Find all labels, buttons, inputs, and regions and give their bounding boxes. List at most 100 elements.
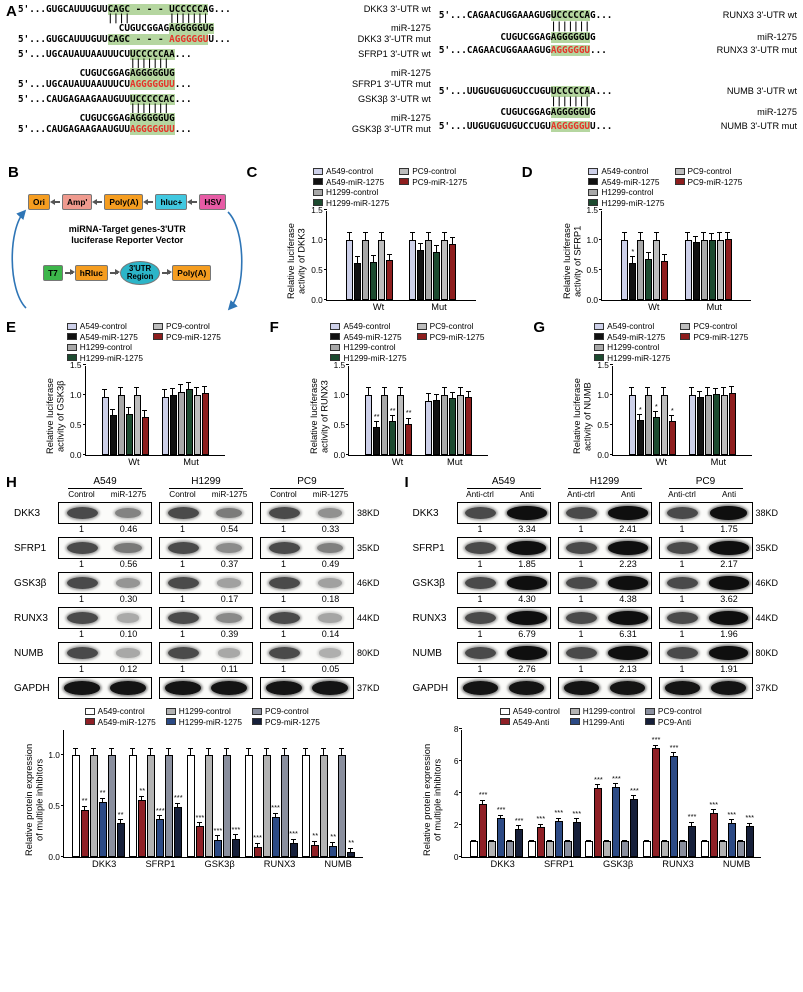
error-bar-cap <box>701 840 707 842</box>
y-tick-label: 0.0 <box>586 295 599 305</box>
bar <box>488 840 497 857</box>
chart-protein-expression-anti: A549-control A549-Anti H1299-control H1299-… <box>405 705 798 869</box>
significance-mark: *** <box>572 808 582 818</box>
legend-swatch <box>66 333 77 341</box>
sequence-text: 5'...UGCAUAUUAAUUUCUUCCCCCAA... <box>18 49 192 60</box>
cell-line-header-pc9: PC9 Control miR-1275 <box>260 476 354 500</box>
quantification-value: 6.31 <box>619 629 637 639</box>
chart-protein-expression-mir1275: A549-control A549-miR-1275 H1299-control H1… <box>6 705 399 869</box>
error-bar-cap <box>223 748 229 750</box>
bar-group-runx3: *** *** *** <box>244 748 298 857</box>
x-axis-labels: DKK3 SFRP1 GSK3β RUNX3 NUMB <box>63 859 381 869</box>
x-tick-label: Wt <box>391 457 404 467</box>
y-tick-mark <box>82 394 86 395</box>
legend-swatch <box>594 343 605 351</box>
legend-label: A549-miR-1275 <box>607 331 666 342</box>
error-bar-cap <box>719 840 725 842</box>
bar <box>712 387 720 455</box>
error-bar-cap <box>214 835 220 837</box>
bar <box>643 840 652 857</box>
y-tick-mark <box>609 454 613 455</box>
bar: *** <box>196 814 204 857</box>
blot-image <box>658 502 753 524</box>
legend-item: A549-miR-1275 <box>84 716 156 728</box>
error-bar-cap <box>281 748 287 750</box>
sequence-segment: ... <box>174 94 192 105</box>
chart-body: Relative protein expression of multiple i… <box>6 730 399 869</box>
bar <box>527 840 536 857</box>
y-tick-label: 0.5 <box>48 800 60 811</box>
error-bar <box>711 233 713 241</box>
quantification-value: 1.75 <box>720 524 738 534</box>
legend-item: A549-control <box>594 321 670 332</box>
error-bar-cap <box>555 817 561 819</box>
sequence-segment: ||||||| <box>550 96 590 107</box>
y-tick-mark <box>60 804 64 806</box>
legend-label: A549-miR-1275 <box>343 331 402 342</box>
legend-label: H1299-Anti <box>582 716 625 727</box>
legend-item: A549-control <box>66 321 143 332</box>
bar-group-numb: *** *** *** <box>700 801 754 857</box>
lane-label: Anti-ctrl <box>466 490 494 499</box>
blot-band <box>507 541 546 555</box>
bar <box>417 243 425 300</box>
legend-label: A549-miR-1275 <box>97 716 156 727</box>
error-bar <box>234 834 236 840</box>
vector-caption: miRNA-Target genes-3'UTR luciferase Repo… <box>28 224 226 247</box>
error-bar-cap <box>166 748 172 750</box>
quantification-row: 1 1.85 1 2.23 1 2.17 <box>413 559 798 570</box>
blot-boxes <box>456 642 753 664</box>
panel-g: G A549-control A549-miR-1275 H1299-control… <box>533 320 797 467</box>
blot-image <box>557 607 652 629</box>
legend-item: PC9-miR-1275 <box>680 332 748 343</box>
blot-band <box>607 611 648 625</box>
blot-row-runx3: RUNX3 44KD <box>14 607 399 629</box>
blot-band <box>708 611 749 625</box>
bar <box>724 232 732 300</box>
error-bar <box>443 387 445 396</box>
y-axis-ticks: 0.0 0.5 1.0 1.5 <box>583 206 601 305</box>
quantification-pair: 1 6.79 <box>457 629 551 640</box>
sequence-segment: CUGUCGGAG <box>79 68 130 79</box>
lane-label: Anti <box>519 490 535 499</box>
y-axis-ticks: 0.0 0.5 1.0 <box>45 730 63 861</box>
significance-mark: *** <box>651 735 661 745</box>
sequence-label: NUMB 3'-UTR mut <box>720 120 797 131</box>
error-bar-cap <box>142 410 148 412</box>
y-tick-mark <box>459 792 463 793</box>
blot-image <box>456 572 551 594</box>
bar: ** <box>116 811 125 857</box>
error-bar <box>172 388 174 396</box>
error-bar <box>375 421 377 429</box>
sequence-label: GSK3β 3'-UTR wt <box>357 94 431 104</box>
vector-box-amp-: Amp' <box>62 194 93 210</box>
x-axis-labels: Wt Mut <box>85 457 243 467</box>
bar <box>262 748 271 857</box>
bar <box>280 748 289 857</box>
blot-band <box>114 542 142 554</box>
error-bar <box>631 387 633 396</box>
error-bar-cap <box>489 840 495 842</box>
quantification-groups: 1 4.30 1 4.38 1 3.62 <box>457 594 753 605</box>
y-axis-label: Relative protein expression of multiple i… <box>24 730 45 869</box>
sequence-text: CUGUCGGAGAGGGGGUG <box>18 113 175 124</box>
legend-item: A549-Anti <box>499 717 560 728</box>
bar <box>653 232 661 300</box>
legend-item: H1299-control <box>330 342 406 353</box>
y-tick-mark <box>459 856 463 857</box>
molecular-weight-label: 44KD <box>755 613 779 623</box>
sequence-line: 5'...UGCAUAUUAAUUUCUAGGGGGUU... SFRP1 3'-… <box>18 79 431 90</box>
row-hi: H A549 Control miR-1275 H1299 Control miR-127… <box>6 475 797 869</box>
sequence-segment: ... <box>174 124 192 135</box>
bar <box>338 748 347 857</box>
spacer <box>354 594 388 605</box>
legend-swatch <box>416 322 427 330</box>
bar-group-gsk3β: *** *** *** <box>585 775 639 857</box>
spacer <box>14 476 58 500</box>
sequence-line: 5'...CAGAACUGGAAAGUGUCCCCCAG... RUNX3 3'-… <box>439 9 797 23</box>
quantification-value: 1.91 <box>720 664 738 674</box>
bar: *** <box>630 787 639 857</box>
error-bar-cap <box>441 232 447 233</box>
legend-label: A549-control <box>79 321 127 331</box>
bar <box>457 387 465 455</box>
